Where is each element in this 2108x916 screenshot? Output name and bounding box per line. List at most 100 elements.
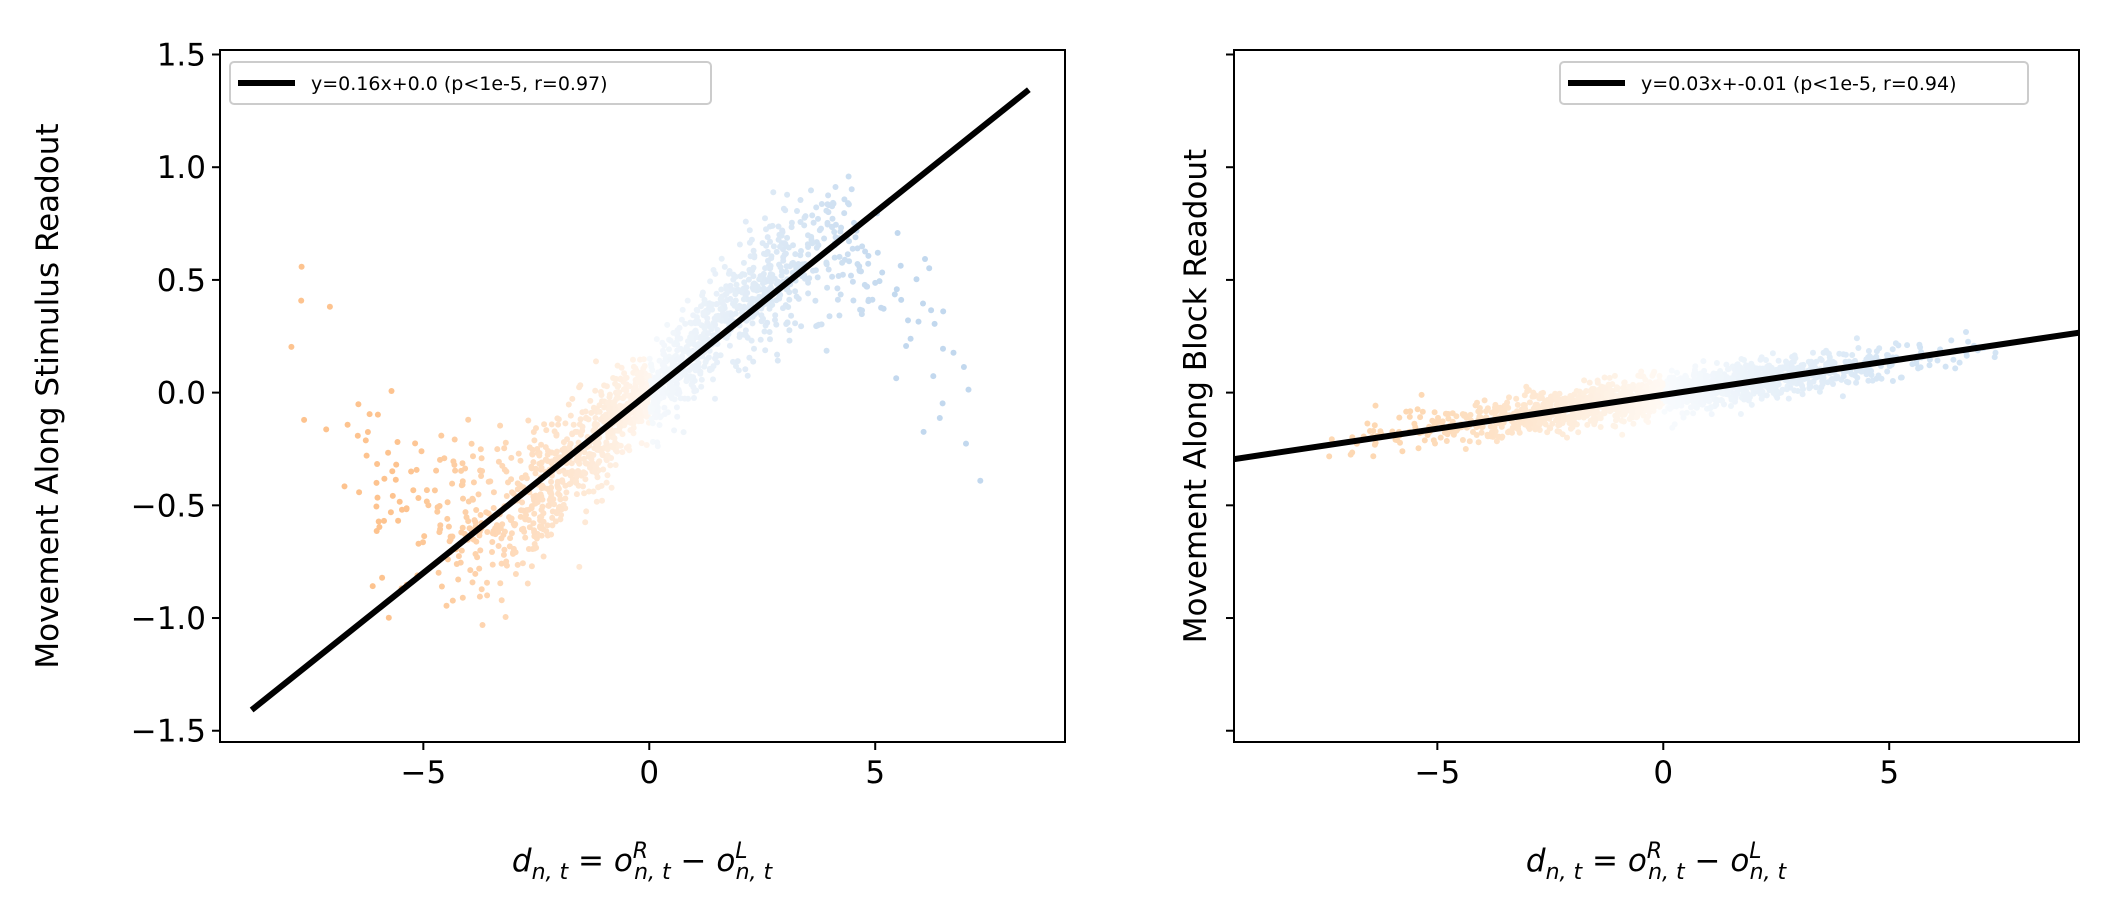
y-tick-label: 1.5 xyxy=(157,38,206,74)
scatter-point xyxy=(1819,381,1826,388)
scatter-point xyxy=(626,392,633,399)
scatter-point xyxy=(776,293,783,300)
scatter-point xyxy=(1443,438,1450,444)
scatter-point xyxy=(718,317,725,324)
scatter-point xyxy=(667,356,674,363)
scatter-point xyxy=(1554,413,1561,420)
scatter-point xyxy=(1926,362,1933,369)
scatter-point xyxy=(1421,437,1428,444)
scatter-point xyxy=(459,524,466,531)
scatter-point xyxy=(859,243,866,250)
scatter-point xyxy=(660,351,667,358)
scatter-point xyxy=(692,362,699,369)
scatter-point xyxy=(736,241,743,248)
scatter-point xyxy=(671,427,678,434)
scatter-point xyxy=(374,461,381,467)
scatter-point xyxy=(701,296,708,303)
scatter-point xyxy=(533,535,540,542)
scatter-point xyxy=(749,320,756,327)
scatter-point xyxy=(785,304,792,310)
scatter-point xyxy=(1674,369,1680,376)
scatter-point xyxy=(1813,384,1820,391)
scatter-point xyxy=(1593,409,1600,415)
scatter-point xyxy=(494,446,501,453)
scatter-point xyxy=(1535,405,1542,412)
scatter-point xyxy=(697,368,704,375)
scatter-point xyxy=(1774,394,1781,401)
scatter-point xyxy=(681,395,688,402)
scatter-point xyxy=(931,320,938,327)
scatter-point xyxy=(775,236,782,243)
scatter-point xyxy=(1559,398,1566,405)
scatter-point xyxy=(920,300,926,307)
scatter-point xyxy=(583,508,590,515)
scatter-point xyxy=(455,553,462,560)
scatter-point xyxy=(903,343,910,349)
scatter-point xyxy=(1707,405,1714,412)
scatter-point xyxy=(596,458,603,465)
scatter-point xyxy=(586,451,593,457)
scatter-point xyxy=(717,352,724,359)
scatter-point xyxy=(593,464,599,470)
block-plot-frame xyxy=(1233,49,2080,743)
scatter-point xyxy=(749,267,756,274)
scatter-point xyxy=(710,376,716,383)
scatter-point xyxy=(483,509,490,516)
scatter-point xyxy=(759,240,766,247)
scatter-point xyxy=(393,461,400,468)
scatter-point xyxy=(1963,329,1969,335)
scatter-point xyxy=(1818,357,1825,364)
scatter-point xyxy=(518,526,525,533)
scatter-point xyxy=(519,499,526,506)
stimulus-legend-label: y=0.16x+0.0 (p<1e-5, r=0.97) xyxy=(311,73,608,95)
scatter-point xyxy=(1892,340,1899,347)
scatter-point xyxy=(824,284,831,291)
scatter-point xyxy=(1579,409,1586,416)
scatter-point xyxy=(596,408,603,415)
scatter-point xyxy=(601,418,607,425)
scatter-point xyxy=(850,297,857,304)
scatter-point xyxy=(567,412,574,419)
scatter-point xyxy=(1506,394,1512,401)
scatter-point xyxy=(1827,358,1834,365)
scatter-point xyxy=(1718,390,1725,397)
scatter-point xyxy=(1556,390,1563,397)
scatter-point xyxy=(600,466,607,473)
scatter-point xyxy=(562,420,569,427)
scatter-point xyxy=(721,263,728,270)
scatter-point xyxy=(726,268,733,274)
scatter-point xyxy=(770,189,777,196)
scatter-point xyxy=(1740,373,1747,380)
scatter-point xyxy=(379,574,386,581)
scatter-point xyxy=(554,415,561,422)
scatter-point xyxy=(529,451,536,458)
scatter-point xyxy=(1853,379,1860,386)
scatter-point xyxy=(477,467,484,474)
scatter-point xyxy=(750,247,757,254)
scatter-point xyxy=(574,428,580,435)
scatter-point xyxy=(732,302,738,309)
scatter-point xyxy=(576,563,583,570)
scatter-point xyxy=(470,479,477,486)
scatter-point xyxy=(451,461,458,468)
scatter-point xyxy=(1556,421,1563,428)
scatter-point xyxy=(465,518,472,525)
scatter-point xyxy=(593,358,599,365)
scatter-point xyxy=(444,499,451,506)
stimulus-fit-line xyxy=(249,87,1031,713)
scatter-point xyxy=(777,243,783,250)
scatter-point xyxy=(792,251,799,258)
scatter-point xyxy=(656,357,663,364)
block-legend-label: y=0.03x+-0.01 (p<1e-5, r=0.94) xyxy=(1641,73,1956,95)
scatter-point xyxy=(837,228,844,235)
scatter-point xyxy=(1649,405,1656,411)
scatter-point xyxy=(778,232,785,239)
scatter-point xyxy=(1609,387,1616,394)
scatter-point xyxy=(554,508,561,515)
scatter-point xyxy=(784,234,791,241)
scatter-point xyxy=(936,415,943,421)
scatter-point xyxy=(562,495,569,502)
scatter-point xyxy=(1476,413,1483,420)
scatter-point xyxy=(691,377,698,384)
scatter-point xyxy=(1521,392,1528,399)
